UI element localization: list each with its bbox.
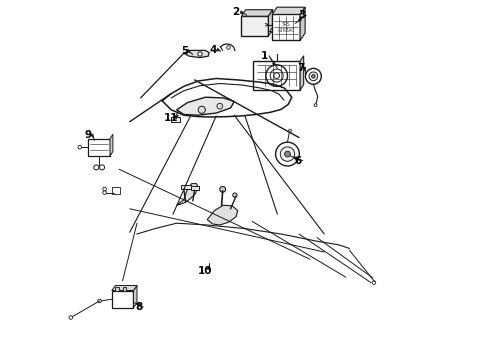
- Bar: [112, 291, 133, 308]
- Circle shape: [99, 165, 104, 170]
- Bar: [191, 186, 199, 190]
- Circle shape: [309, 72, 318, 81]
- Text: 10: 10: [197, 266, 212, 276]
- Polygon shape: [269, 10, 273, 36]
- Circle shape: [266, 65, 288, 86]
- Circle shape: [198, 52, 202, 56]
- Bar: [181, 185, 191, 189]
- Circle shape: [270, 69, 283, 82]
- Polygon shape: [184, 50, 209, 58]
- Polygon shape: [112, 285, 137, 291]
- Circle shape: [103, 191, 106, 194]
- Circle shape: [78, 145, 81, 149]
- Polygon shape: [207, 205, 238, 225]
- Text: 11: 11: [164, 113, 178, 123]
- Polygon shape: [242, 10, 273, 16]
- Bar: [112, 187, 120, 194]
- Circle shape: [372, 281, 376, 284]
- Circle shape: [103, 187, 106, 191]
- Circle shape: [274, 73, 280, 78]
- Polygon shape: [300, 7, 305, 40]
- Circle shape: [227, 46, 230, 49]
- Circle shape: [305, 68, 321, 84]
- Circle shape: [94, 165, 99, 170]
- Text: 4: 4: [210, 45, 218, 55]
- Text: 7: 7: [297, 63, 304, 73]
- Bar: [88, 139, 110, 156]
- Circle shape: [312, 75, 315, 78]
- Circle shape: [270, 28, 275, 33]
- Bar: [122, 287, 126, 291]
- Text: 6: 6: [294, 156, 302, 166]
- Circle shape: [289, 129, 292, 132]
- Polygon shape: [176, 184, 198, 205]
- Text: 5: 5: [181, 46, 189, 56]
- Polygon shape: [300, 56, 304, 90]
- Circle shape: [280, 147, 294, 161]
- Bar: [116, 287, 119, 291]
- Circle shape: [220, 186, 225, 192]
- Circle shape: [233, 193, 237, 197]
- Text: 3: 3: [298, 10, 305, 20]
- Text: 9: 9: [85, 130, 92, 140]
- Text: 1: 1: [261, 51, 269, 61]
- Bar: [171, 117, 180, 122]
- Polygon shape: [176, 97, 234, 115]
- Bar: [242, 16, 269, 36]
- Circle shape: [314, 104, 317, 107]
- Bar: [272, 14, 300, 40]
- Circle shape: [285, 151, 291, 157]
- Circle shape: [98, 299, 101, 303]
- Circle shape: [217, 103, 222, 109]
- Circle shape: [69, 316, 73, 319]
- Polygon shape: [272, 7, 305, 14]
- Text: 8: 8: [135, 302, 143, 312]
- Circle shape: [275, 142, 299, 166]
- Text: SRS
AIRBAG: SRS AIRBAG: [277, 22, 294, 33]
- Polygon shape: [110, 134, 113, 156]
- Bar: [253, 61, 300, 90]
- Text: 2: 2: [232, 6, 240, 17]
- Polygon shape: [133, 285, 137, 308]
- Circle shape: [198, 106, 205, 113]
